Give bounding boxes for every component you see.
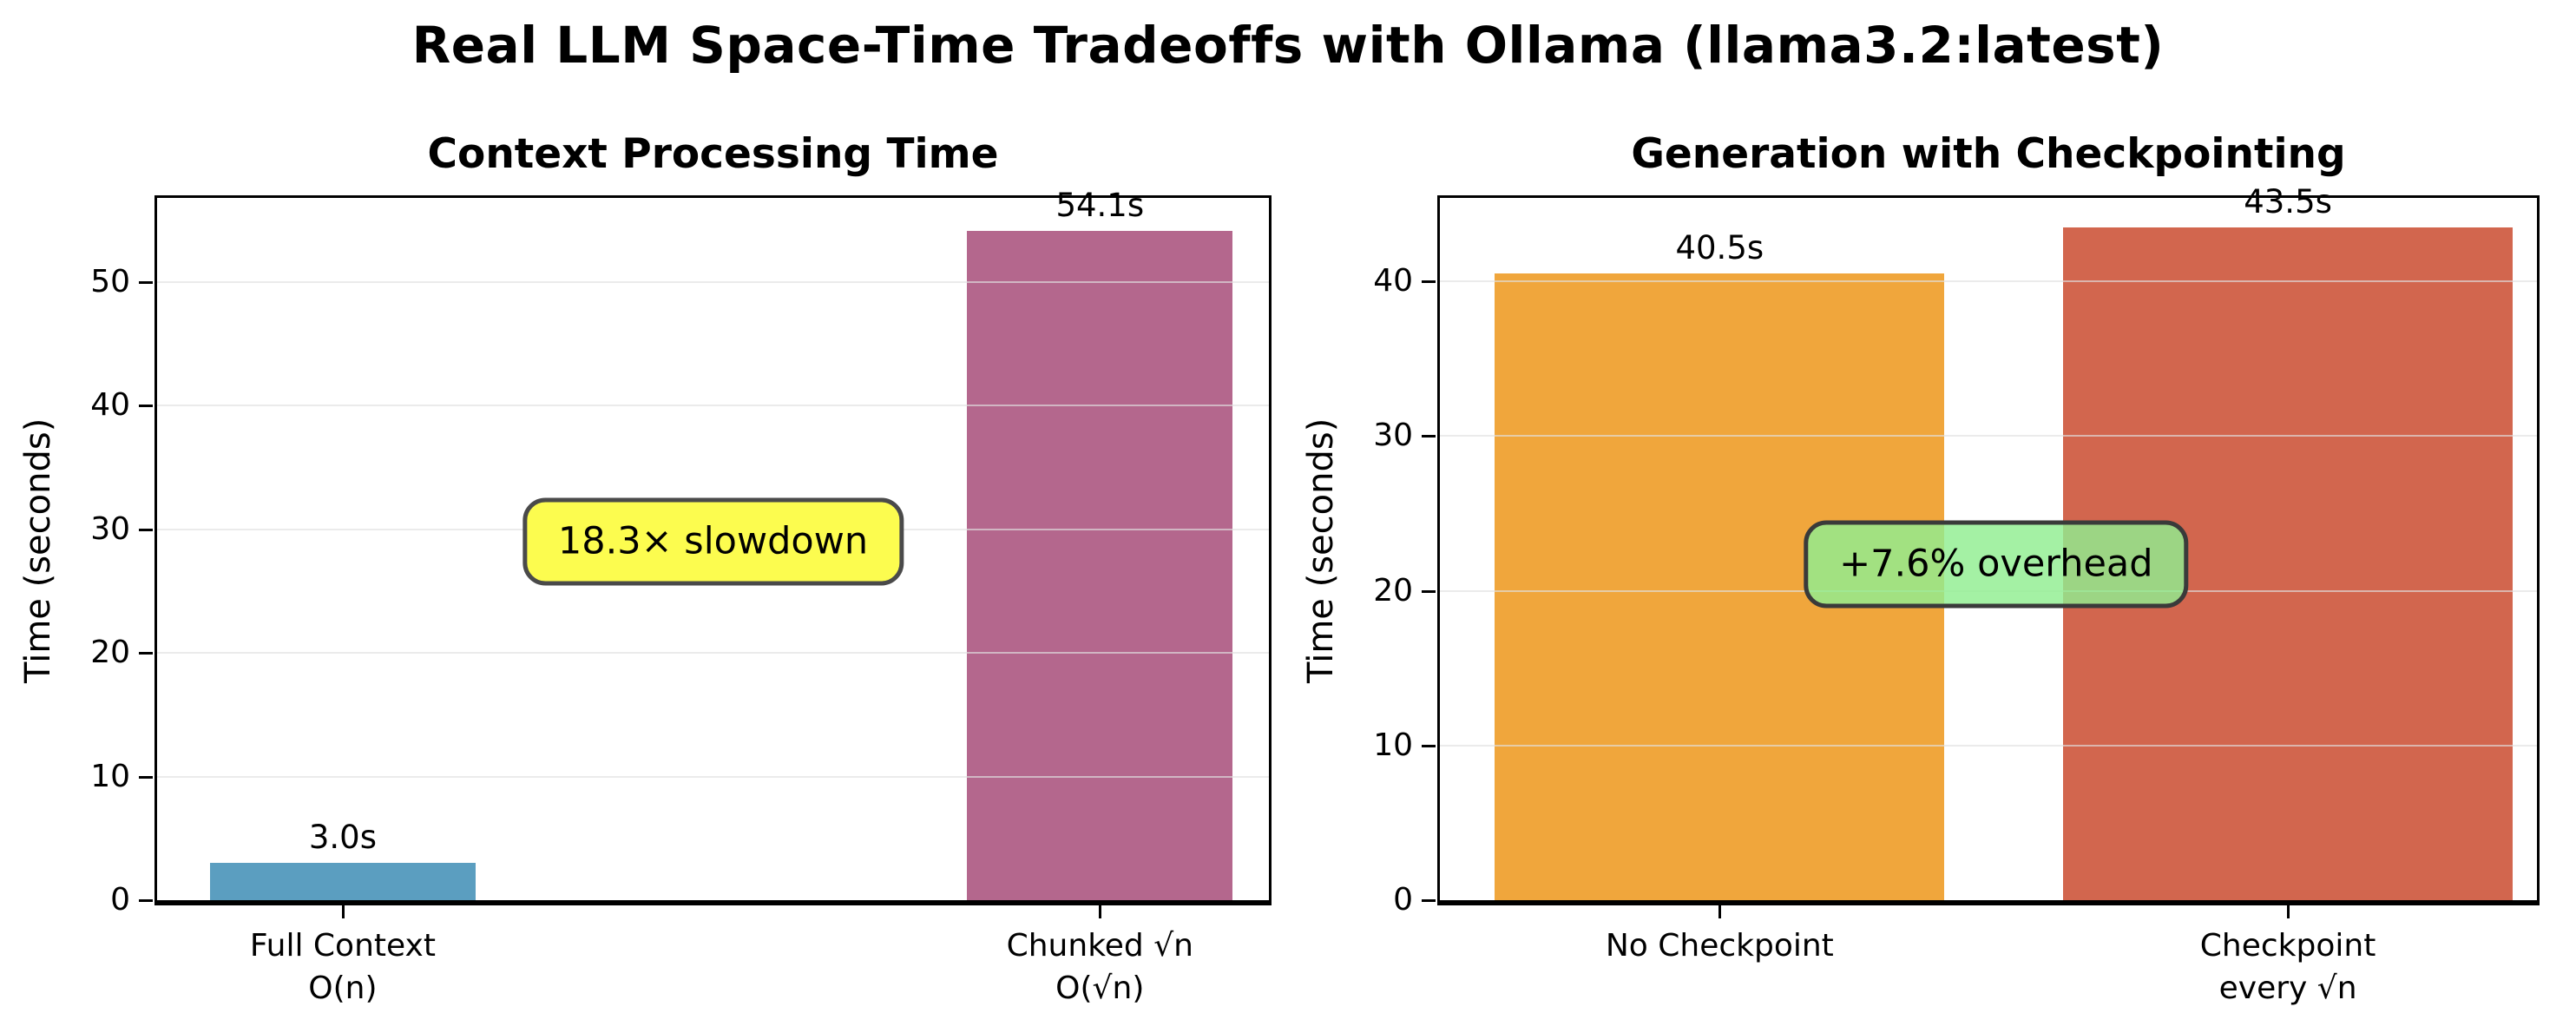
x-tick-mark <box>1099 905 1102 918</box>
right-chart-title: Generation with Checkpointing <box>1631 130 2346 178</box>
y-tick-mark <box>139 280 153 284</box>
x-tick-label: Full Context O(n) <box>249 928 436 1006</box>
bar-value-label: 40.5s <box>1675 229 1764 267</box>
y-tick-label: 20 <box>90 635 130 671</box>
y-tick-mark <box>1422 589 1436 593</box>
x-tick-mark <box>1718 905 1722 918</box>
y-tick-mark <box>1422 744 1436 747</box>
x-tick-label: Checkpoint every √n <box>2199 928 2376 1006</box>
left-chart-title: Context Processing Time <box>427 130 999 178</box>
y-tick-mark <box>139 899 153 902</box>
right-y-axis-label: Time (seconds) <box>1301 418 1341 683</box>
y-tick-mark <box>139 652 153 655</box>
y-tick-label: 20 <box>1373 572 1413 609</box>
bar-value-label: 43.5s <box>2244 182 2332 220</box>
bar <box>967 231 1233 900</box>
y-tick-label: 40 <box>90 387 130 424</box>
y-tick-label: 30 <box>1373 418 1413 454</box>
y-tick-mark <box>139 405 153 408</box>
y-tick-label: 0 <box>1393 882 1413 918</box>
y-tick-mark <box>1422 899 1436 902</box>
bar-value-label: 54.1s <box>1055 187 1145 225</box>
y-tick-mark <box>139 528 153 531</box>
bar <box>209 863 476 900</box>
x-tick-label: No Checkpoint <box>1605 928 1834 964</box>
right-plot-area: +7.6% overhead 40.5s 43.5s <box>1437 183 2540 905</box>
y-tick-label: 30 <box>90 510 130 547</box>
x-tick-label: Chunked √n O(√n) <box>1006 928 1193 1006</box>
y-tick-mark <box>1422 280 1436 284</box>
left-y-axis-label: Time (seconds) <box>18 418 58 683</box>
y-tick-label: 10 <box>1373 727 1413 763</box>
bar-value-label: 3.0s <box>308 819 377 857</box>
y-tick-mark <box>1422 435 1436 438</box>
figure-title: Real LLM Space-Time Tradeoffs with Ollam… <box>411 16 2165 75</box>
y-tick-label: 40 <box>1373 263 1413 299</box>
slowdown-annotation: 18.3× slowdown <box>522 497 904 586</box>
x-tick-mark <box>2287 905 2290 918</box>
overhead-annotation: +7.6% overhead <box>1804 520 2189 609</box>
left-plot-area: 18.3× slowdown 3.0s 54.1s <box>154 187 1272 905</box>
y-tick-label: 10 <box>90 758 130 794</box>
y-tick-label: 50 <box>90 263 130 299</box>
y-tick-mark <box>139 775 153 779</box>
y-tick-label: 0 <box>110 882 130 918</box>
x-tick-mark <box>341 905 345 918</box>
